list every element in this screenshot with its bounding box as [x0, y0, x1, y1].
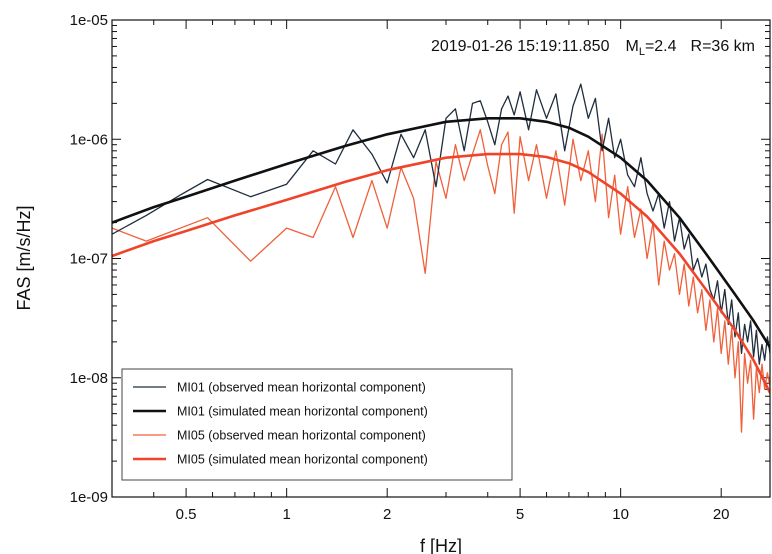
series-line-4 [112, 152, 770, 394]
series-line-1 [112, 83, 770, 365]
x-tick-labels: 0.5 1 2 5 10 20 [176, 506, 730, 523]
legend-label: MI05 (simulated mean horizontal componen… [177, 453, 428, 467]
x-tick-label: 5 [516, 506, 524, 523]
y-tick-label: 1e-08 [70, 370, 108, 387]
magnitude-value: =2.4 [645, 38, 677, 55]
x-tick-label: 1 [282, 506, 290, 523]
legend-label: MI01 (observed mean horizontal component… [177, 381, 426, 395]
series-line-2 [112, 117, 770, 349]
legend-label: MI05 (observed mean horizontal component… [177, 429, 426, 443]
series-group [112, 83, 770, 433]
event-datetime: 2019-01-26 15:19:11.850 [431, 38, 610, 55]
magnitude-subscript: L [639, 46, 645, 58]
legend: MI01 (observed mean horizontal component… [121, 368, 513, 481]
event-annotation: 2019-01-26 15:19:11.850 ML=2.4 R=36 km [431, 38, 755, 58]
x-tick-label: 10 [612, 506, 629, 523]
y-tick-label: 1e-05 [70, 12, 108, 29]
legend-label: MI01 (simulated mean horizontal componen… [177, 405, 428, 419]
y-tick-label: 1e-06 [70, 131, 108, 148]
y-axis-title: FAS [m/s/Hz] [14, 205, 34, 310]
legend-box [121, 368, 513, 481]
y-tick-labels: 1e-09 1e-08 1e-07 1e-06 1e-05 [70, 12, 108, 506]
x-tick-label: 0.5 [176, 506, 197, 523]
y-tick-label: 1e-07 [70, 251, 108, 268]
x-axis-title: f [Hz] [420, 536, 462, 554]
x-tick-label: 2 [383, 506, 391, 523]
magnitude-prefix: M [625, 38, 638, 55]
plot-frame [111, 19, 771, 498]
distance: R=36 km [691, 38, 755, 55]
x-tick-label: 20 [713, 506, 730, 523]
y-tick-label: 1e-09 [70, 489, 108, 506]
series-line-3 [112, 129, 770, 433]
